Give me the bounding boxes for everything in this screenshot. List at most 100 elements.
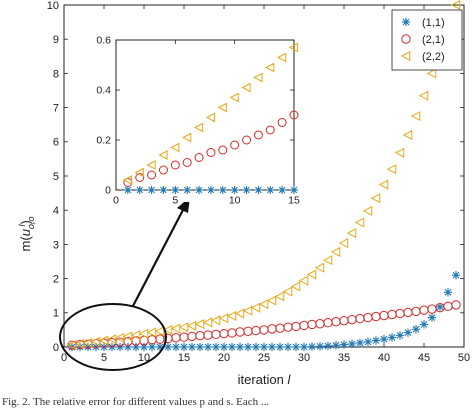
inset-data-point xyxy=(229,92,239,103)
main-data-point xyxy=(259,342,269,352)
inset-data-point xyxy=(206,186,215,194)
main-data-point xyxy=(154,326,165,337)
inset-series-asterisk xyxy=(123,186,298,194)
main-data-point xyxy=(435,302,445,312)
inset-ticks: 0 5 10 15 0 0.2 0.4 0.6 xyxy=(96,35,300,207)
main-data-point xyxy=(331,341,341,350)
main-data-point xyxy=(162,324,173,335)
inset-data-point xyxy=(242,135,252,145)
y-axis-label: m(uo,ol) xyxy=(17,217,36,252)
main-x-tick-label: 20 xyxy=(218,352,230,364)
inset-series-triangle-left xyxy=(122,42,299,185)
main-data-point xyxy=(314,262,325,273)
main-data-point xyxy=(138,328,149,339)
main-data-point xyxy=(274,291,285,302)
main-data-point xyxy=(114,332,125,343)
main-x-tick-label: 10 xyxy=(138,352,150,364)
main-data-point xyxy=(130,330,141,341)
main-y-tick-label: 6 xyxy=(53,137,59,149)
inset-data-point xyxy=(277,118,287,127)
main-data-point xyxy=(371,336,381,345)
main-data-point xyxy=(74,338,85,349)
inset-data-point xyxy=(193,122,204,133)
main-x-tick-label: 45 xyxy=(418,352,430,364)
inset-data-point xyxy=(122,175,132,185)
inset-marks xyxy=(122,42,299,194)
inset-data-point xyxy=(289,110,299,120)
main-data-point xyxy=(139,342,149,352)
main-data-point xyxy=(427,313,437,322)
legend: (1,1) (2,1) (2,2) xyxy=(391,9,463,71)
main-data-point xyxy=(315,342,325,351)
inset-data-point xyxy=(158,165,168,175)
zoom-arrow-shaft xyxy=(132,207,185,307)
main-x-tick-label: 30 xyxy=(298,352,310,364)
inset-x-tick-label: 15 xyxy=(288,195,300,207)
main-data-point xyxy=(451,300,461,310)
main-data-point xyxy=(211,342,221,352)
main-data-point xyxy=(426,68,437,79)
legend-marker-triangle-left xyxy=(400,50,411,62)
y-axis-label-close: ) xyxy=(18,220,33,224)
inset-data-point xyxy=(288,42,299,53)
inset-x-tick-label: 10 xyxy=(229,195,241,207)
main-data-point xyxy=(258,299,269,310)
main-data-point xyxy=(411,325,421,334)
inset-data-point xyxy=(135,173,145,182)
inset-data-point xyxy=(253,72,263,83)
inset-data-point xyxy=(253,130,263,140)
main-data-point xyxy=(210,315,221,326)
main-y-tick-label: 0 xyxy=(53,342,59,354)
main-data-point xyxy=(443,288,453,297)
legend-label: (1,1) xyxy=(422,17,445,29)
y-axis-label-text: m( xyxy=(18,236,33,252)
main-y-tick-label: 5 xyxy=(53,171,59,183)
main-data-point xyxy=(226,310,237,321)
inset-data-point xyxy=(147,170,157,180)
inset-data-point xyxy=(170,160,180,170)
inset-plot: 0 5 10 15 0 0.2 0.4 0.6 xyxy=(84,25,314,207)
main-data-point xyxy=(291,342,301,352)
inset-data-point xyxy=(265,62,275,73)
main-x-tick-label: 15 xyxy=(178,352,190,364)
main-data-point xyxy=(370,193,381,204)
main-data-point xyxy=(186,320,197,331)
main-data-point xyxy=(195,342,205,352)
inset-data-point xyxy=(290,186,298,194)
inset-data-point xyxy=(158,150,168,160)
inset-y-tick-label: 0.2 xyxy=(96,135,111,147)
main-data-point xyxy=(218,313,229,324)
main-data-point xyxy=(122,331,133,342)
main-y-tick-label: 4 xyxy=(53,205,59,217)
main-x-tick-label: 40 xyxy=(378,352,390,364)
legend-entries: (1,1) (2,1) (2,2) xyxy=(400,17,445,63)
inset-data-point xyxy=(241,82,251,93)
main-y-tick-label: 7 xyxy=(53,102,59,114)
main-data-point xyxy=(90,336,101,347)
main-data-point xyxy=(146,327,157,338)
main-data-point xyxy=(355,338,365,348)
inset-data-point xyxy=(230,140,240,150)
main-y-tick-label: 1 xyxy=(53,308,59,320)
main-data-point xyxy=(347,339,357,349)
inset-data-point xyxy=(146,160,156,170)
main-data-point xyxy=(450,0,461,11)
main-data-point xyxy=(306,269,317,280)
main-data-point xyxy=(203,342,213,352)
x-axis-label-var: l xyxy=(287,372,291,387)
legend-marker-circle xyxy=(401,34,411,44)
inset-data-point xyxy=(135,186,144,194)
main-data-point xyxy=(250,302,261,313)
main-data-point xyxy=(394,147,405,158)
main-data-point xyxy=(266,295,277,306)
inset-y-tick-label: 0 xyxy=(105,185,111,197)
main-data-point xyxy=(363,337,373,347)
inset-data-point xyxy=(134,167,144,178)
main-data-point xyxy=(243,342,253,352)
main-data-point xyxy=(66,339,77,350)
inset-y-tick-label: 0.4 xyxy=(96,85,111,97)
main-data-point xyxy=(387,333,397,342)
inset-data-point xyxy=(218,145,228,155)
inset-series-circle xyxy=(123,110,299,187)
